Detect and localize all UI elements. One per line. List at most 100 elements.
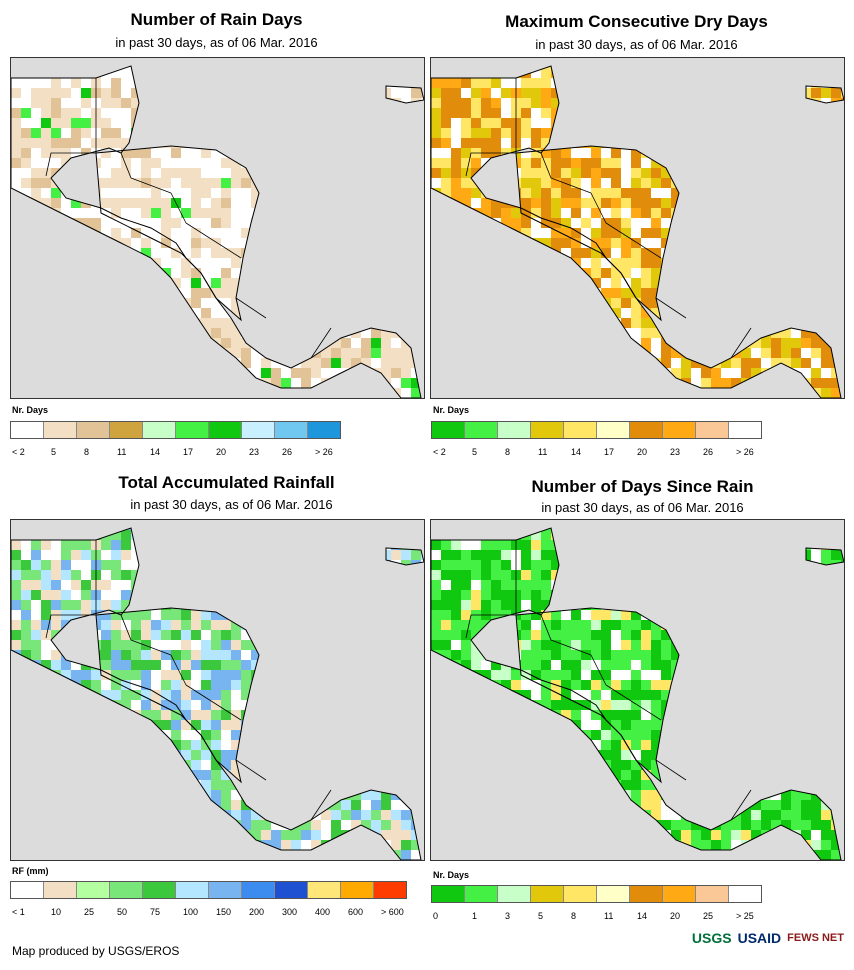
legend-tick: 5 (538, 911, 544, 921)
country-border (590, 192, 607, 224)
legend-swatch-0 (432, 422, 465, 438)
map-canvas (431, 527, 844, 860)
legend-tick: 400 (315, 907, 331, 917)
panel1-title: Number of Rain Days (130, 10, 303, 29)
legend-tick: > 26 (736, 447, 754, 457)
legend-swatch-7 (242, 422, 275, 438)
legend-tick: > 25 (736, 911, 754, 921)
country-border (605, 222, 662, 259)
legend-tick: 150 (216, 907, 232, 917)
usaid-logo: USAID (737, 930, 782, 946)
legend-tick: 20 (637, 447, 648, 457)
legend-tick: 8 (571, 911, 577, 921)
legend-swatch-2 (77, 422, 110, 438)
land-mosaic (11, 66, 424, 398)
legend-tick: 26 (282, 447, 293, 457)
legend-tick: 200 (249, 907, 265, 917)
country-border (465, 614, 516, 639)
legend-tick: 100 (183, 907, 199, 917)
coastline (11, 527, 422, 860)
country-border (550, 639, 592, 656)
panel2-map (430, 57, 845, 399)
legend-tick: 26 (703, 447, 714, 457)
coastline (431, 527, 842, 860)
legend-swatch-9 (308, 422, 340, 438)
panel1-legend-ticks: < 2 5 8 11 14 17 20 23 26 > 26 (10, 447, 340, 459)
coastline (805, 85, 844, 104)
country-border (655, 759, 687, 781)
legend-swatch-1 (44, 882, 77, 898)
legend-swatch-0 (11, 422, 44, 438)
legend-swatch-3 (110, 422, 143, 438)
legend-swatch-7 (242, 882, 275, 898)
country-border (120, 152, 132, 179)
coastline (515, 145, 680, 322)
country-border (185, 684, 242, 721)
legend-swatch-5 (597, 422, 630, 438)
usgs-logo: USGS (691, 930, 732, 946)
legend-tick: 14 (571, 447, 582, 457)
legend-tick: < 2 (12, 447, 25, 457)
legend-swatch-9 (729, 886, 761, 902)
legend-tick: 5 (51, 447, 57, 457)
legend-tick: 8 (505, 447, 511, 457)
legend-swatch-4 (143, 422, 176, 438)
panel1-subtitle: in past 30 days, as of 06 Mar. 2016 (115, 35, 318, 50)
legend-swatch-4 (564, 422, 597, 438)
legend-swatch-4 (143, 882, 176, 898)
panel2-legend-label: Nr. Days (433, 405, 470, 415)
panel4-legend-bar (431, 885, 762, 903)
panel2-subtitle: in past 30 days, as of 06 Mar. 2016 (535, 37, 738, 52)
panel3-map (10, 519, 425, 861)
panel3-legend-label: RF (mm) (12, 866, 49, 876)
legend-swatch-2 (77, 882, 110, 898)
legend-swatch-7 (663, 422, 696, 438)
panel4-legend-label: Nr. Days (433, 870, 470, 880)
legend-tick: > 600 (381, 907, 404, 917)
map-canvas (431, 65, 844, 398)
land-mosaic (431, 66, 844, 398)
footer-credit: Map produced by USGS/EROS (12, 944, 180, 958)
map-canvas (11, 527, 424, 860)
country-border (130, 639, 172, 656)
coastline (95, 607, 260, 784)
legend-swatch-1 (465, 886, 498, 902)
coastline (385, 85, 424, 104)
legend-swatch-9 (308, 882, 341, 898)
legend-swatch-11 (374, 882, 406, 898)
legend-swatch-9 (729, 422, 761, 438)
legend-tick: 75 (150, 907, 161, 917)
panel4-map (430, 519, 845, 861)
country-border (310, 327, 332, 359)
panel2-legend-ticks: < 2 5 8 11 14 17 20 23 26 > 26 (431, 447, 761, 459)
country-border (730, 327, 752, 359)
country-border (45, 152, 96, 177)
country-border (120, 614, 132, 641)
legend-tick: 1 (472, 911, 478, 921)
legend-tick: 11 (117, 447, 127, 457)
panel3-legend-bar (10, 881, 407, 899)
legend-swatch-1 (44, 422, 77, 438)
logo-strip: USGS USAID FEWS NET (692, 930, 844, 946)
panel4-title: Number of Days Since Rain (531, 477, 754, 496)
panel1-map (10, 57, 425, 399)
panel4-legend-ticks: 0 1 3 5 8 11 14 20 25 > 25 (431, 911, 761, 923)
coastline (385, 547, 424, 566)
coastline (431, 65, 842, 398)
legend-swatch-4 (564, 886, 597, 902)
country-border (235, 759, 267, 781)
legend-swatch-8 (696, 422, 729, 438)
panel3-legend-ticks: < 1 10 25 50 75 100 150 200 300 400 600 > 600 (10, 907, 406, 919)
legend-swatch-3 (531, 886, 564, 902)
coastline (515, 607, 680, 784)
legend-tick: 50 (117, 907, 128, 917)
legend-tick: 25 (703, 911, 714, 921)
country-border (45, 614, 96, 639)
coastline (805, 547, 844, 566)
country-border (185, 222, 242, 259)
legend-swatch-6 (630, 422, 663, 438)
legend-swatch-1 (465, 422, 498, 438)
legend-tick: > 26 (315, 447, 333, 457)
fewsnet-logo: FEWS NET (787, 932, 844, 944)
land-mosaic (11, 528, 424, 860)
